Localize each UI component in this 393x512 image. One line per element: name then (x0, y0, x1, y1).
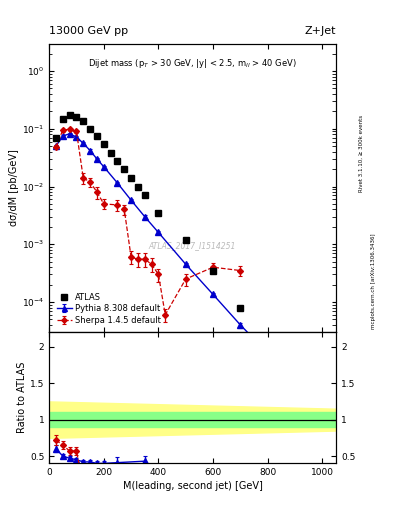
Line: ATLAS: ATLAS (53, 112, 325, 433)
Text: mcplots.cern.ch [arXiv:1306.3436]: mcplots.cern.ch [arXiv:1306.3436] (371, 234, 376, 329)
ATLAS (184, 237, 188, 243)
X-axis label: M(leading, second jet) [GeV]: M(leading, second jet) [GeV] (123, 481, 263, 492)
ATLAS (88, 126, 92, 132)
Text: ATLAS_2017_I1514251: ATLAS_2017_I1514251 (149, 241, 236, 250)
Legend: ATLAS, Pythia 8.308 default, Sherpa 1.4.5 default: ATLAS, Pythia 8.308 default, Sherpa 1.4.… (53, 289, 164, 328)
ATLAS (95, 133, 99, 139)
ATLAS (238, 305, 243, 311)
ATLAS (122, 166, 127, 172)
Y-axis label: Ratio to ATLAS: Ratio to ATLAS (17, 362, 27, 434)
ATLAS (101, 141, 106, 147)
ATLAS (67, 112, 72, 118)
ATLAS (211, 267, 215, 273)
ATLAS (53, 135, 58, 141)
ATLAS (129, 175, 134, 181)
ATLAS (74, 114, 79, 120)
ATLAS (115, 158, 120, 164)
ATLAS (81, 118, 86, 124)
ATLAS (265, 342, 270, 348)
Text: Z+Jet: Z+Jet (305, 26, 336, 36)
ATLAS (61, 116, 65, 122)
ATLAS (320, 427, 325, 433)
ATLAS (156, 210, 161, 216)
Y-axis label: dσ/dM [pb/GeV]: dσ/dM [pb/GeV] (9, 150, 19, 226)
ATLAS (108, 150, 113, 156)
Text: Rivet 3.1.10, ≥ 300k events: Rivet 3.1.10, ≥ 300k events (359, 115, 364, 192)
ATLAS (142, 193, 147, 199)
Text: Dijet mass (p$_T$ > 30 GeV, |y| < 2.5, m$_{ll}$ > 40 GeV): Dijet mass (p$_T$ > 30 GeV, |y| < 2.5, m… (88, 56, 297, 70)
Text: 13000 GeV pp: 13000 GeV pp (49, 26, 128, 36)
ATLAS (136, 183, 140, 189)
